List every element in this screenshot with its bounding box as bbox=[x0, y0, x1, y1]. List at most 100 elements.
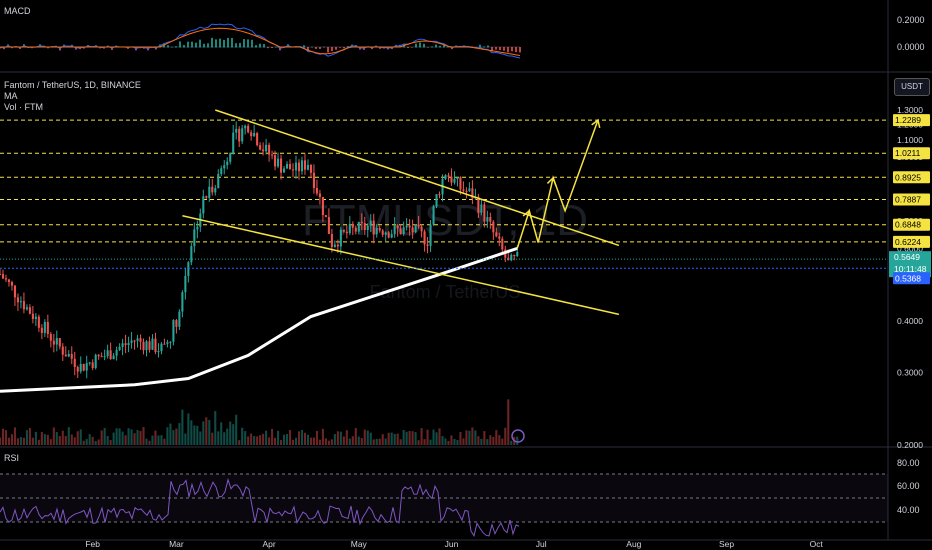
candle-body bbox=[220, 168, 223, 174]
candle-body bbox=[82, 364, 85, 371]
indicator-volume[interactable]: Vol · FTM bbox=[4, 102, 44, 112]
volume-bar bbox=[459, 432, 462, 445]
volume-bar bbox=[309, 437, 312, 445]
volume-bar bbox=[169, 423, 172, 445]
macd-histogram-bar bbox=[479, 44, 481, 48]
candle-body bbox=[238, 128, 241, 142]
volume-bar bbox=[315, 430, 318, 445]
volume-bar bbox=[468, 430, 471, 445]
volume-bar bbox=[94, 440, 97, 445]
candle-body bbox=[405, 225, 408, 228]
macd-histogram-bar bbox=[171, 46, 173, 48]
candle-body bbox=[417, 224, 420, 227]
indicator-ma[interactable]: MA bbox=[4, 91, 18, 101]
macd-histogram-bar bbox=[191, 41, 193, 48]
candle-body bbox=[28, 307, 31, 314]
candle-body bbox=[495, 232, 498, 237]
volume-bar bbox=[181, 409, 184, 445]
candle-body bbox=[175, 320, 178, 327]
candle-body bbox=[486, 217, 489, 222]
candle-body bbox=[501, 238, 504, 250]
volume-bar bbox=[399, 439, 402, 445]
volume-bar bbox=[13, 427, 16, 445]
volume-bar bbox=[142, 427, 145, 445]
volume-bar bbox=[193, 425, 196, 445]
volume-bar bbox=[357, 436, 360, 445]
candle-body bbox=[357, 221, 360, 232]
volume-bar bbox=[333, 434, 336, 445]
time-axis-label: Oct bbox=[810, 539, 824, 549]
macd-histogram-bar bbox=[231, 38, 233, 48]
macd-histogram-bar bbox=[331, 47, 333, 52]
volume-bar bbox=[106, 435, 109, 445]
macd-histogram-bar bbox=[247, 39, 249, 48]
candle-body bbox=[109, 350, 112, 360]
volume-bar bbox=[175, 428, 178, 445]
macd-histogram-bar bbox=[215, 39, 217, 48]
candle-body bbox=[447, 175, 450, 177]
volume-bar bbox=[474, 430, 477, 445]
candle-body bbox=[217, 173, 220, 189]
time-axis-label: May bbox=[351, 539, 368, 549]
volume-bar bbox=[52, 427, 55, 445]
candle-body bbox=[378, 227, 381, 231]
volume-bar bbox=[202, 421, 205, 445]
macd-histogram-bar bbox=[519, 47, 521, 53]
macd-histogram-bar bbox=[239, 42, 241, 48]
volume-bar bbox=[402, 429, 405, 445]
candle-body bbox=[61, 346, 64, 355]
candle-body bbox=[390, 234, 393, 238]
volume-bar bbox=[40, 431, 43, 445]
volume-bar bbox=[208, 420, 211, 445]
candle-body bbox=[384, 232, 387, 235]
macd-histogram-bar bbox=[259, 43, 261, 48]
candle-body bbox=[282, 168, 286, 173]
volume-bar bbox=[486, 439, 489, 445]
candle-body bbox=[181, 292, 184, 312]
volume-bar bbox=[396, 433, 399, 445]
volume-bar bbox=[291, 439, 295, 445]
candle-body bbox=[190, 246, 193, 263]
volume-bar bbox=[498, 435, 501, 445]
volume-bar bbox=[507, 399, 510, 445]
candle-body bbox=[327, 217, 330, 234]
volume-bar bbox=[49, 439, 52, 445]
volume-bar bbox=[229, 421, 232, 445]
candle-body bbox=[396, 225, 399, 229]
volume-bar bbox=[378, 438, 381, 445]
candle-body bbox=[205, 196, 208, 198]
candle-body bbox=[420, 226, 423, 232]
macd-histogram-bar bbox=[427, 47, 429, 48]
candle-body bbox=[1, 274, 5, 279]
volume-bar bbox=[429, 439, 432, 445]
candle-body bbox=[16, 297, 19, 303]
volume-bar bbox=[172, 430, 175, 445]
candle-body bbox=[339, 229, 342, 247]
currency-button[interactable]: USDT bbox=[894, 78, 930, 96]
volume-bar bbox=[426, 429, 429, 445]
volume-bar bbox=[238, 440, 241, 445]
time-axis-label: Feb bbox=[85, 539, 100, 549]
volume-bar bbox=[0, 437, 2, 445]
candle-body bbox=[148, 341, 151, 350]
macd-histogram-bar bbox=[447, 46, 449, 48]
macd-histogram-bar bbox=[487, 45, 489, 48]
volume-bar bbox=[214, 411, 217, 445]
candle-body bbox=[291, 169, 295, 171]
macd-histogram-bar bbox=[227, 37, 229, 48]
candle-body bbox=[118, 346, 121, 350]
candle-body bbox=[19, 301, 22, 303]
volume-bar bbox=[235, 414, 238, 445]
volume-bar bbox=[118, 428, 121, 445]
macd-histogram-bar bbox=[323, 46, 325, 48]
candle-body bbox=[85, 363, 88, 371]
macd-histogram-bar bbox=[199, 39, 201, 48]
volume-bar bbox=[348, 438, 351, 445]
candle-body bbox=[354, 227, 357, 232]
volume-bar bbox=[217, 431, 220, 445]
candle-body bbox=[330, 233, 333, 247]
volume-bar bbox=[85, 438, 88, 445]
volume-bar bbox=[447, 440, 450, 445]
candle-body bbox=[31, 313, 34, 320]
